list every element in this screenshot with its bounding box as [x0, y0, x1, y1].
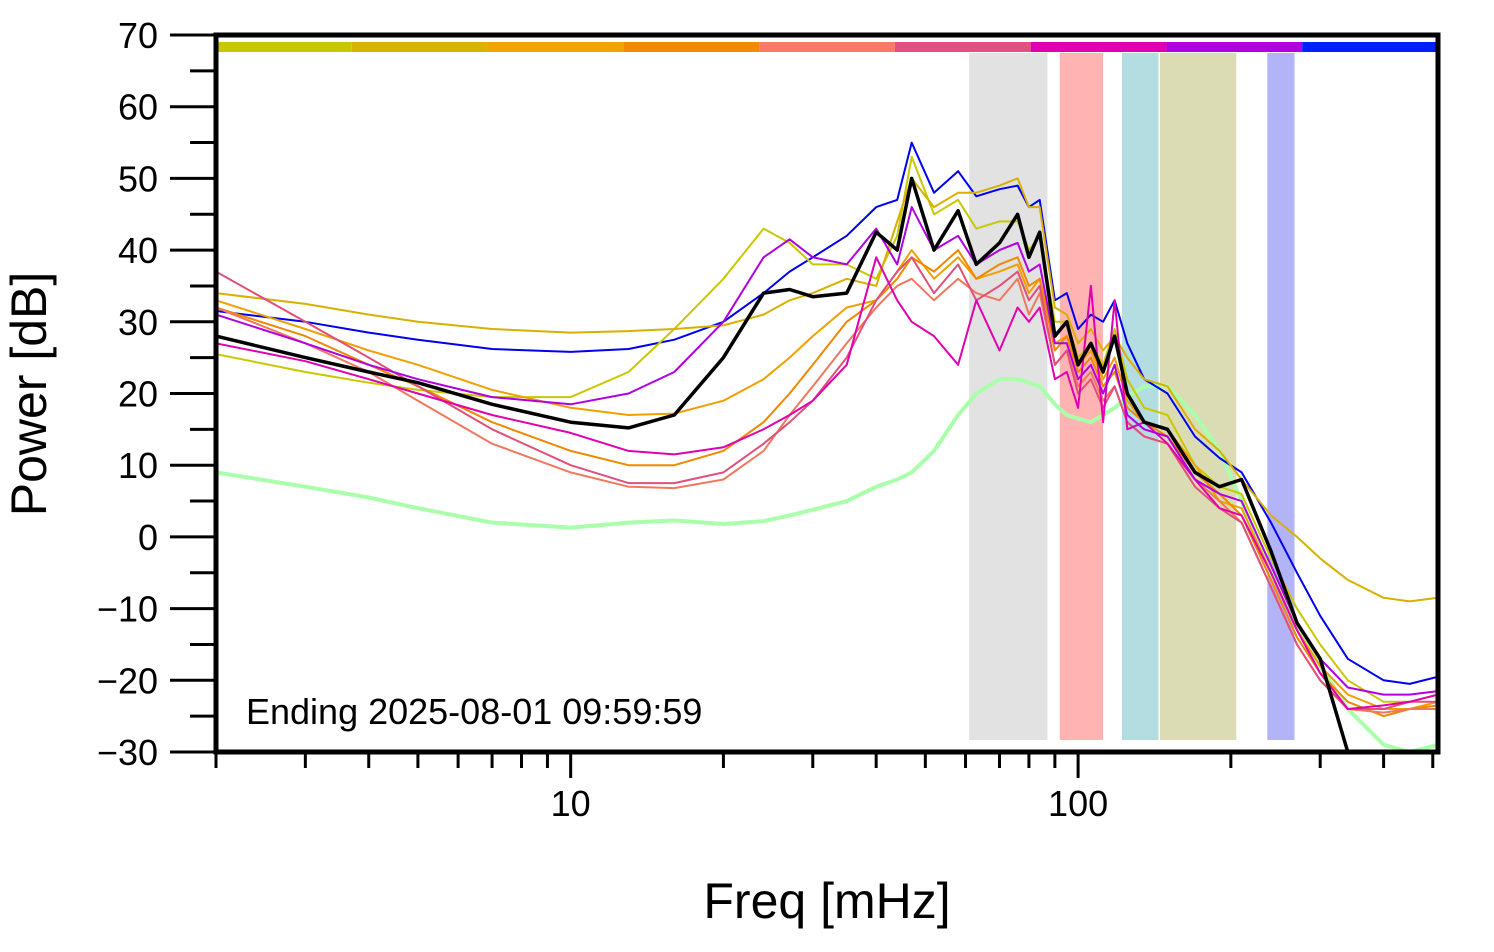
series-line [216, 206, 1438, 696]
color-bar-segment [759, 42, 895, 52]
color-bar-segment [623, 42, 760, 52]
y-tick-label: 10 [118, 445, 158, 486]
bands [969, 53, 1295, 740]
band [1267, 53, 1295, 740]
y-tick-label: 60 [118, 87, 158, 128]
axes: −30 −20 −10 0 10 20 30 40 50 60 70 10 100 [97, 15, 1441, 824]
band [1059, 53, 1104, 740]
color-bar-segment [1030, 42, 1167, 52]
annotation: Ending 2025-08-01 09:59:59 [246, 691, 702, 732]
color-bar-segment [1166, 42, 1303, 52]
series-line [216, 249, 1438, 710]
x-tick-label: 100 [1048, 783, 1108, 824]
color-bar-segment [216, 42, 352, 52]
y-tick-label: 50 [118, 158, 158, 199]
color-bar-segment [487, 42, 624, 52]
x-tick-label: 10 [551, 783, 591, 824]
series-line [216, 141, 1438, 685]
y-tick-label: −10 [97, 589, 158, 630]
series-line [216, 177, 1438, 603]
y-tick-label: 0 [138, 517, 158, 558]
band [969, 53, 1048, 740]
y-tick-label: −30 [97, 732, 158, 773]
y-tick-label: −20 [97, 660, 158, 701]
color-bar-segment [1302, 42, 1438, 52]
band [1159, 53, 1237, 740]
plot-frame [213, 32, 1441, 755]
y-axis-label: Power [dB] [1, 272, 57, 517]
lines [216, 141, 1438, 752]
x-axis-label: Freq [mHz] [703, 873, 950, 929]
y-tick-label: 20 [118, 374, 158, 415]
series-line [216, 256, 1438, 710]
y-tick-label: 30 [118, 302, 158, 343]
series-line [216, 256, 1438, 710]
series-line [216, 155, 1438, 703]
y-tick-label: 40 [118, 230, 158, 271]
color-bar-segment [351, 42, 488, 52]
series-line [216, 176, 1350, 752]
color-bar-segment [894, 42, 1031, 52]
y-tick-label: 70 [118, 15, 158, 56]
